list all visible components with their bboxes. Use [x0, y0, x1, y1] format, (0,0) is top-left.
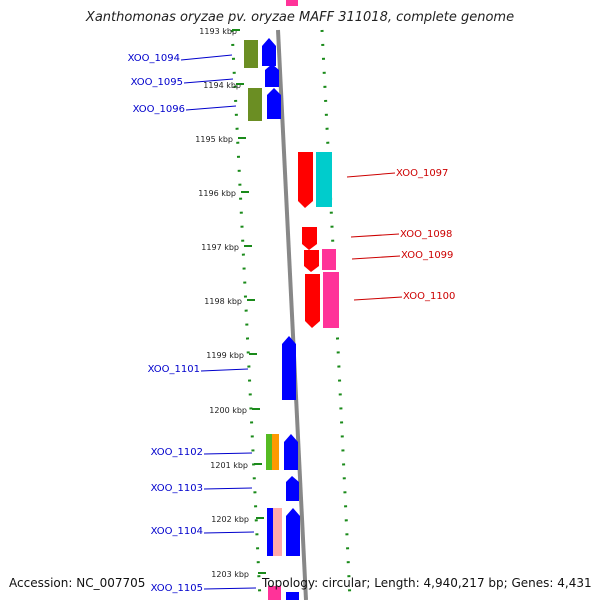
scale-label: 1202 kbp [211, 515, 249, 524]
genome-axis [276, 29, 308, 600]
gene-block[interactable] [298, 152, 313, 208]
gene-block[interactable] [266, 434, 272, 470]
scale-label: 1194 kbp [203, 81, 241, 90]
gene-block[interactable] [262, 38, 276, 66]
gene-block[interactable] [244, 40, 258, 68]
scale-label: 1198 kbp [204, 297, 242, 306]
gene-block[interactable] [322, 249, 336, 270]
gene-label[interactable]: XOO_1095 [131, 77, 183, 88]
gene-label[interactable]: XOO_1094 [128, 53, 180, 64]
scale-label: 1197 kbp [201, 243, 239, 252]
scale-label: 1200 kbp [209, 406, 247, 415]
gene-block[interactable] [268, 586, 281, 600]
gene-block[interactable] [305, 274, 320, 328]
gene-block[interactable] [273, 508, 282, 556]
gene-label[interactable]: XOO_1105 [151, 583, 203, 594]
gene-block[interactable] [286, 476, 299, 501]
page-title: Xanthomonas oryzae pv. oryzae MAFF 31101… [85, 10, 515, 25]
gene-block[interactable] [282, 336, 296, 400]
gene-block[interactable] [267, 508, 273, 556]
gene-label[interactable]: XOO_1100 [403, 291, 455, 302]
gene-blocks [244, 38, 339, 600]
accession-text: Accession: NC_007705 [9, 576, 146, 590]
gene-block[interactable] [272, 434, 279, 470]
gene-block[interactable] [248, 88, 262, 121]
gene-label[interactable]: XOO_1103 [151, 483, 203, 494]
gene-block[interactable] [286, 508, 300, 556]
gene-block[interactable] [323, 272, 339, 328]
gene-label[interactable]: XOO_1101 [148, 364, 200, 375]
gene-block[interactable] [265, 64, 279, 87]
right-gene-labels: XOO_1097 XOO_1098 XOO_1099 XOO_1100 [346, 168, 455, 302]
scale-label: 1203 kbp [211, 570, 249, 579]
scale-label: 1196 kbp [198, 189, 236, 198]
gene-label[interactable]: XOO_1099 [401, 250, 453, 261]
genome-summary-text: Topology: circular; Length: 4,940,217 bp… [262, 576, 592, 590]
gene-block[interactable] [284, 434, 298, 470]
scale-label: 1199 kbp [206, 351, 244, 360]
scale-label: 1201 kbp [210, 461, 248, 470]
gene-block[interactable] [304, 250, 319, 272]
gene-label[interactable]: XOO_1102 [151, 447, 203, 458]
gene-label[interactable]: XOO_1098 [400, 229, 452, 240]
gene-label[interactable]: XOO_1097 [396, 168, 448, 179]
left-gene-labels: XOO_1094 XOO_1095 XOO_1096 XOO_1101 XOO_… [128, 53, 257, 594]
gene-block[interactable] [286, 592, 299, 600]
gene-block[interactable] [302, 227, 317, 250]
scale-label: 1193 kbp [199, 27, 237, 36]
gene-label[interactable]: XOO_1096 [133, 104, 185, 115]
gene-block[interactable] [316, 152, 332, 207]
gene-block[interactable] [267, 88, 281, 119]
gene-label[interactable]: XOO_1104 [151, 526, 203, 537]
gene-fragment-top [286, 0, 298, 6]
scale-label: 1195 kbp [195, 135, 233, 144]
scale-labels: 1193 kbp 1194 kbp 1195 kbp 1196 kbp 1197… [195, 27, 266, 579]
